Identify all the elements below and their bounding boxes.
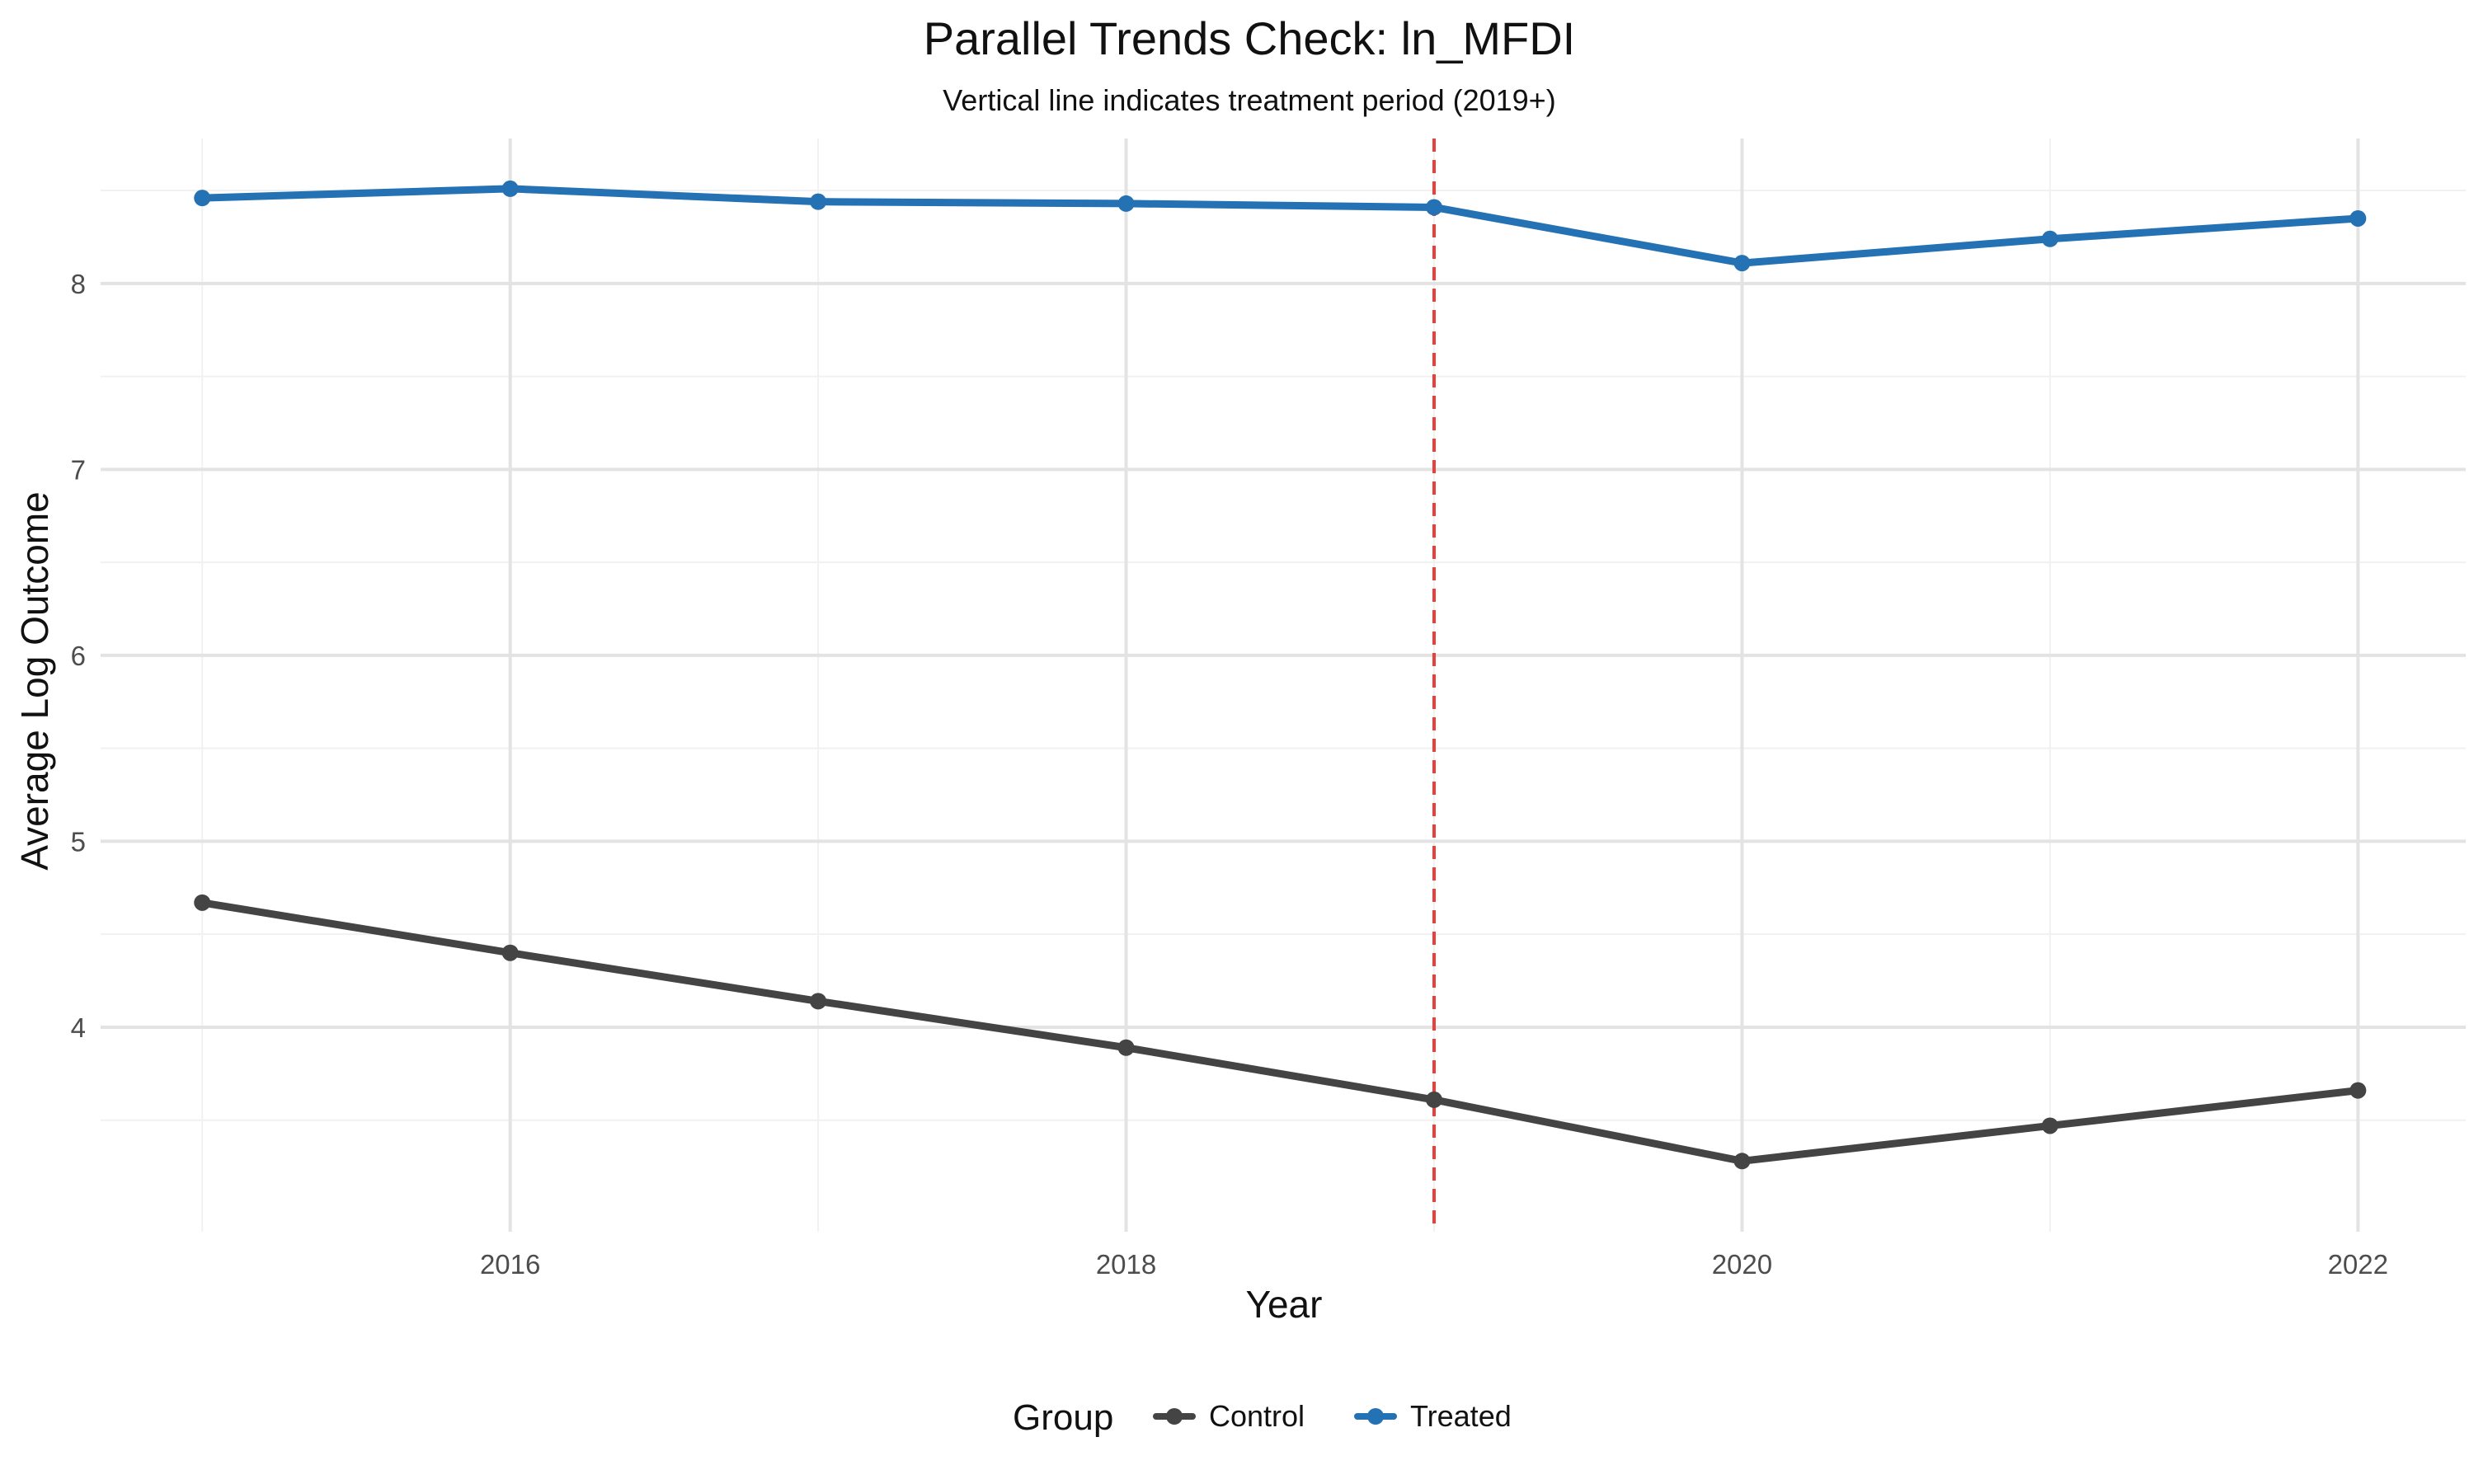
treated-point [194,190,211,207]
legend-key-treated [1354,1408,1397,1425]
y-axis-title: Average Log Outcome [13,491,56,870]
series-control [194,894,2367,1170]
y-axis-ticks: 4 5 6 7 8 [71,269,86,1043]
chart-title: Parallel Trends Check: ln_MFDI [924,12,1576,64]
control-line [198,899,2362,1165]
treated-line [198,185,2362,267]
legend-swatch-point [1367,1408,1384,1425]
x-tick-label: 2018 [1096,1249,1156,1280]
treated-point [1733,255,1751,272]
grid-layer [101,139,2466,1232]
control-point [1425,1091,1442,1108]
control-point [194,894,211,911]
x-tick-label: 2016 [480,1249,540,1280]
treated-point [1425,199,1442,216]
treated-point [2041,230,2058,247]
control-point [1733,1153,1751,1170]
control-point [2349,1082,2367,1099]
control-point [2041,1117,2058,1134]
control-point [1117,1039,1135,1056]
legend-title: Group [1013,1397,1113,1438]
series-layer [194,180,2367,1170]
treated-point [501,180,519,197]
y-tick-label: 8 [71,269,86,299]
series-treated [194,180,2367,272]
legend: Group Control Treated [1013,1397,1512,1438]
treated-point [2349,209,2367,227]
legend-swatch-point [1166,1408,1183,1425]
y-tick-label: 6 [71,641,86,671]
x-axis-title: Year [1246,1283,1323,1326]
legend-label-treated: Treated [1410,1399,1512,1433]
x-axis-ticks: 2016 2018 2020 2022 [480,1249,2388,1280]
treated-point [1117,195,1135,212]
y-tick-label: 4 [71,1012,86,1043]
treated-point [810,193,827,210]
y-tick-label: 5 [71,826,86,857]
control-point [501,944,519,961]
legend-key-control [1153,1408,1196,1425]
x-tick-label: 2020 [1712,1249,1772,1280]
control-point [810,993,827,1010]
y-tick-label: 7 [71,454,86,485]
x-tick-label: 2022 [2328,1249,2388,1280]
chart-subtitle: Vertical line indicates treatment period… [943,83,1555,117]
legend-label-control: Control [1209,1399,1305,1433]
